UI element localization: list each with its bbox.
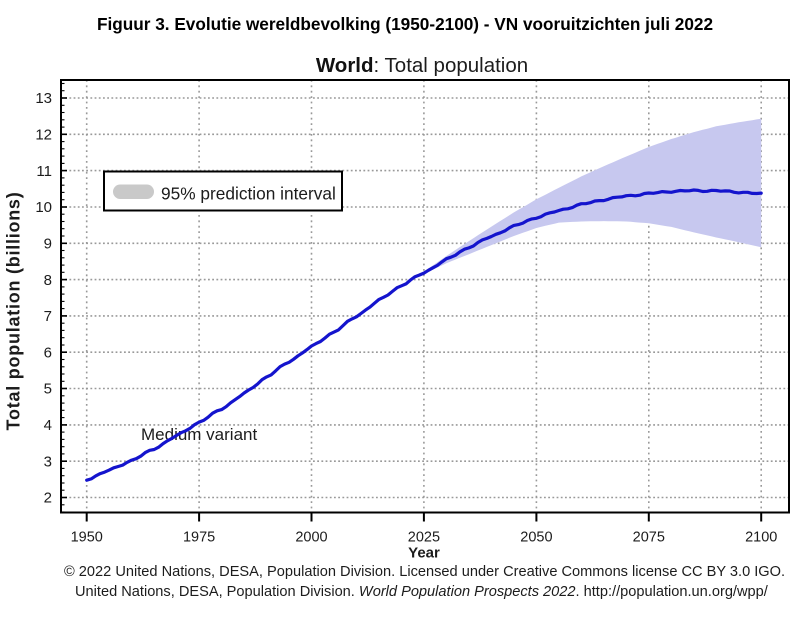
svg-text:7: 7	[44, 308, 52, 325]
svg-text:2050: 2050	[520, 530, 552, 546]
svg-text:12: 12	[35, 127, 52, 144]
svg-text:2000: 2000	[295, 530, 327, 546]
svg-text:4: 4	[44, 417, 52, 434]
svg-text:2075: 2075	[633, 530, 665, 546]
svg-text:10: 10	[35, 199, 52, 216]
svg-text:Medium variant: Medium variant	[141, 425, 257, 444]
svg-text:6: 6	[44, 344, 52, 361]
svg-text:2: 2	[44, 490, 52, 507]
svg-text:© 2022 United Nations, DESA, P: © 2022 United Nations, DESA, Population …	[64, 564, 785, 580]
svg-text:2025: 2025	[408, 530, 440, 546]
svg-text:5: 5	[44, 381, 52, 398]
svg-text:11: 11	[36, 163, 52, 180]
svg-text:Year: Year	[408, 545, 440, 562]
svg-text:9: 9	[44, 236, 52, 253]
svg-text:1975: 1975	[183, 530, 215, 546]
svg-text:United Nations, DESA, Populati: United Nations, DESA, Population Divisio…	[75, 584, 769, 600]
svg-text:95% prediction interval: 95% prediction interval	[161, 184, 336, 204]
svg-text:8: 8	[44, 272, 52, 289]
svg-text:World: Total population: World: Total population	[316, 54, 528, 77]
svg-text:3: 3	[44, 453, 52, 470]
svg-text:13: 13	[35, 90, 52, 107]
svg-text:1950: 1950	[71, 530, 103, 546]
svg-text:2100: 2100	[745, 530, 777, 546]
svg-text:Total population (billions): Total population (billions)	[4, 192, 24, 431]
